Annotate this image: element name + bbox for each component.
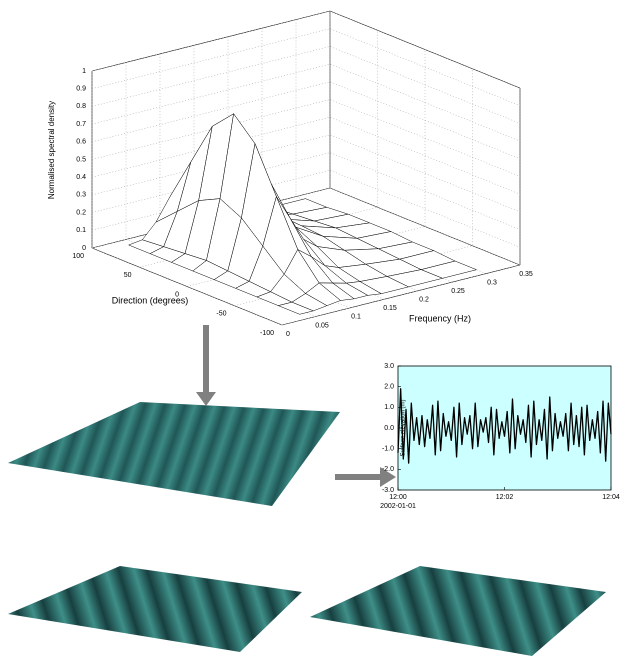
z-tick-label: 0.9 bbox=[76, 86, 86, 93]
grid-line bbox=[281, 88, 521, 326]
grid-line bbox=[91, 116, 521, 195]
plot-background bbox=[397, 365, 612, 491]
wave-surface bbox=[310, 566, 606, 656]
z-tick-label: 0.6 bbox=[76, 139, 86, 146]
series-line bbox=[397, 388, 612, 464]
x-tick-label: 0.3 bbox=[487, 279, 497, 286]
wave-surfaces bbox=[8, 402, 606, 656]
z-tick-label: 0.8 bbox=[76, 103, 86, 110]
z-tick-label: 1 bbox=[82, 68, 86, 75]
y-tick-label: 0.0 bbox=[384, 425, 394, 432]
wave-surface bbox=[8, 402, 340, 506]
arrow-shaft bbox=[335, 474, 383, 480]
grid-line bbox=[91, 10, 521, 89]
x-tick-label: 12:02 bbox=[496, 494, 514, 501]
y-tick-label: -2.0 bbox=[382, 466, 394, 473]
grid-line bbox=[91, 134, 521, 213]
arrow-shaft bbox=[203, 325, 209, 395]
grid-line bbox=[91, 28, 521, 106]
z-tick-label: 0.2 bbox=[76, 209, 86, 216]
y-axis-label: Surface elevation (m) bbox=[401, 399, 407, 456]
y-tick-label: 1.0 bbox=[384, 404, 394, 411]
surface-chart: Normalised spectral density Direction (d… bbox=[47, 10, 533, 338]
z-tick-label: 0.7 bbox=[76, 121, 86, 128]
y-tick-label: 2.0 bbox=[384, 384, 394, 391]
y-tick-label: 0 bbox=[175, 291, 179, 298]
surface-cell bbox=[278, 301, 314, 315]
time-series-chart: Surface elevation (m) 2002-01-01 3.0 2.0 1… bbox=[380, 363, 620, 510]
x-sublabel: 2002-01-01 bbox=[380, 503, 416, 510]
x-tick-label: 0.2 bbox=[419, 297, 429, 304]
x-tick-label: 0.25 bbox=[451, 288, 465, 295]
z-axis-label: Normalised spectral density bbox=[47, 101, 56, 199]
z-tick-label: 0.5 bbox=[76, 156, 86, 163]
x-tick-label: 12:04 bbox=[602, 494, 620, 501]
arrow-head bbox=[196, 392, 216, 406]
arrow-head bbox=[380, 467, 396, 487]
x-tick-label: 12:00 bbox=[389, 494, 407, 501]
grid-line bbox=[91, 46, 521, 124]
x-tick-label: 0.15 bbox=[383, 305, 397, 312]
x-tick-label: 0.1 bbox=[351, 314, 361, 321]
z-tick-label: 0.1 bbox=[76, 227, 86, 234]
grid-line bbox=[91, 99, 521, 177]
y-tick-label: 100 bbox=[72, 253, 84, 260]
y-tick-label: -50 bbox=[216, 311, 226, 318]
arrows bbox=[196, 325, 396, 487]
x-tick-label: 0 bbox=[286, 331, 290, 338]
x-axis-label: Frequency (Hz) bbox=[409, 313, 471, 323]
y-tick-label: -3.0 bbox=[382, 487, 394, 494]
x-tick-label: 0.05 bbox=[315, 322, 329, 329]
grid-line bbox=[91, 63, 521, 142]
grid-line bbox=[91, 152, 521, 230]
y-tick-label: -100 bbox=[260, 330, 274, 337]
wave-surface bbox=[8, 566, 302, 652]
y-tick-label: -1.0 bbox=[382, 446, 394, 453]
z-tick-label: 0 bbox=[82, 245, 86, 252]
grid-line bbox=[91, 81, 521, 160]
y-axis-label: Direction (degrees) bbox=[112, 295, 189, 305]
y-tick-label: 50 bbox=[124, 272, 132, 279]
x-tick-label: 0.35 bbox=[519, 271, 533, 278]
z-tick-label: 0.3 bbox=[76, 192, 86, 199]
y-tick-label: 3.0 bbox=[384, 363, 394, 370]
z-tick-label: 0.4 bbox=[76, 174, 86, 181]
